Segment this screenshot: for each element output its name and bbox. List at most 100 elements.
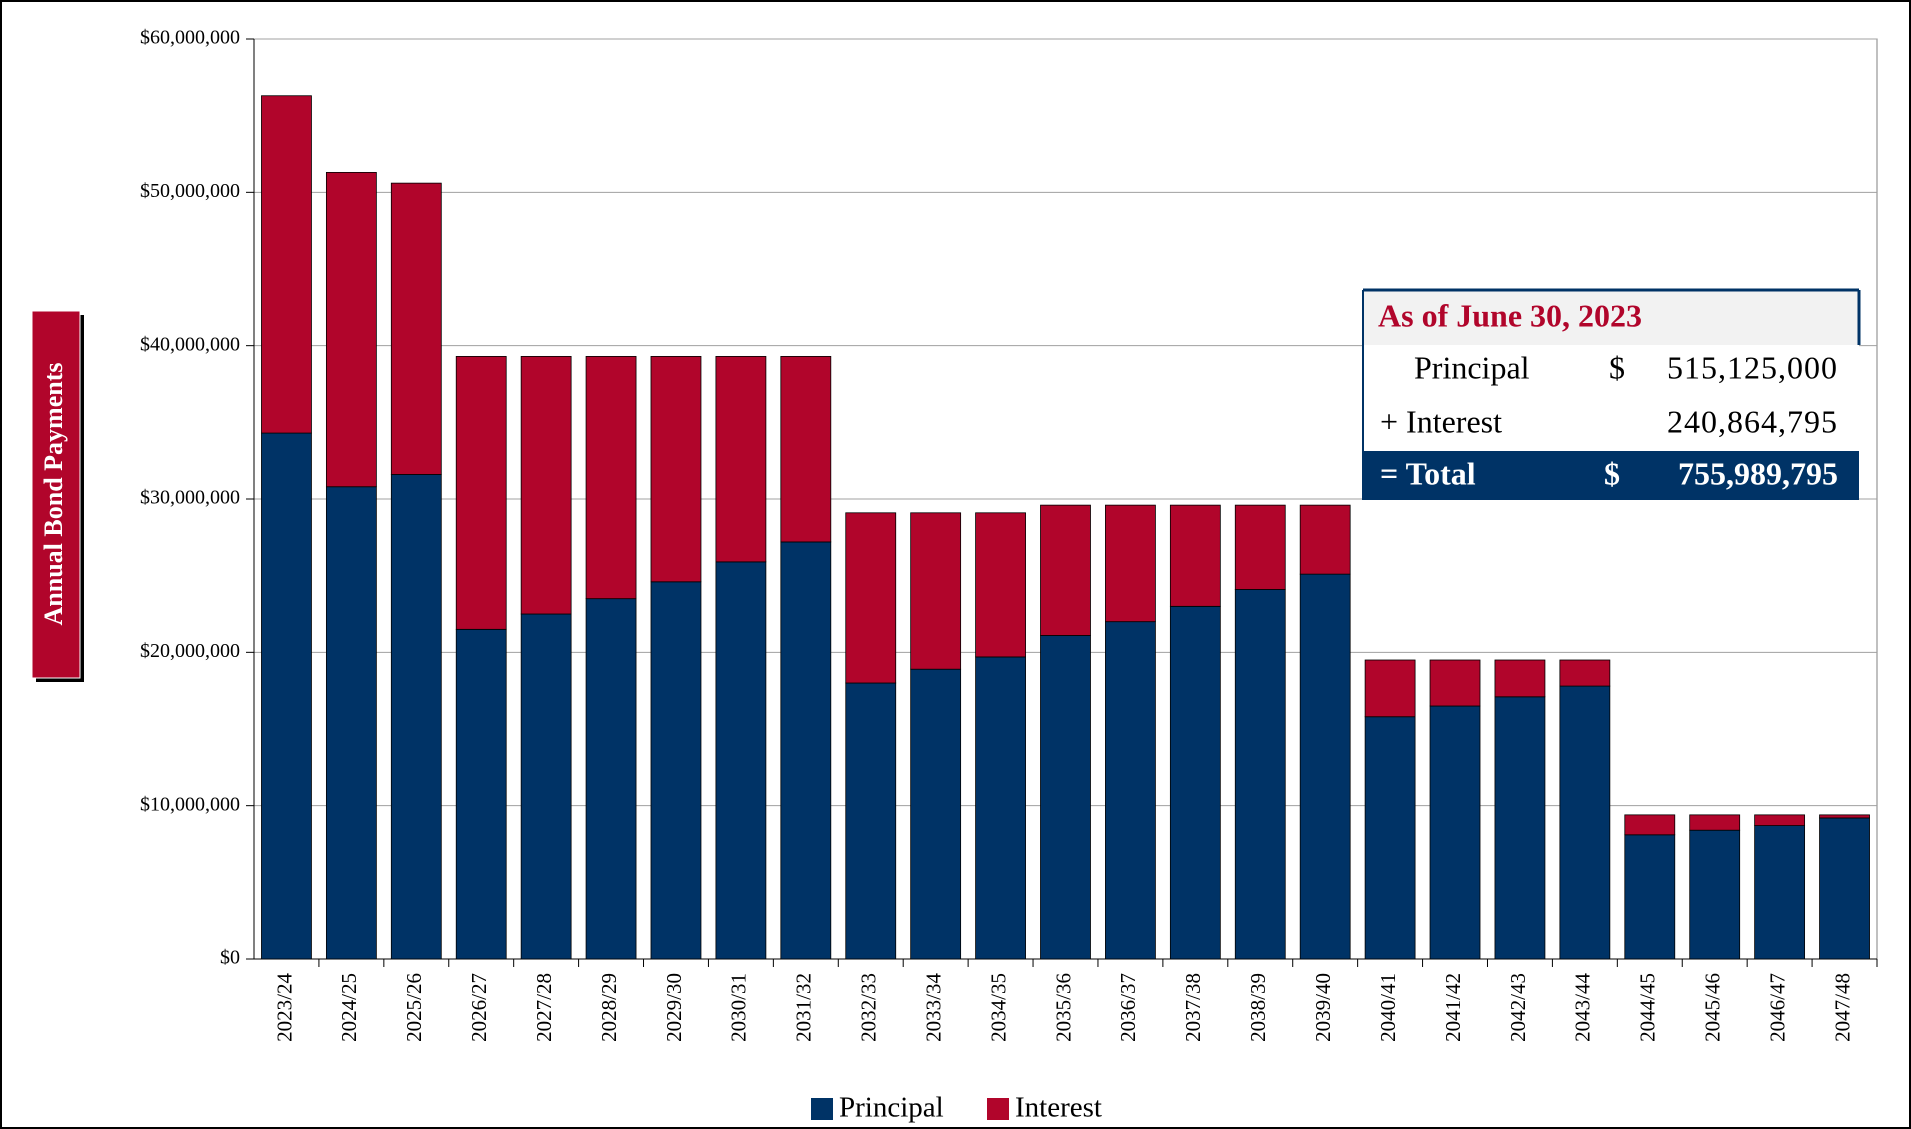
bar-segment xyxy=(520,355,572,615)
summary-amount: 240,864,795 xyxy=(1667,403,1838,439)
bar-segment xyxy=(455,628,507,960)
bar-segment xyxy=(1105,621,1156,960)
legend-label: Interest xyxy=(1015,1092,1102,1124)
bar-segment xyxy=(1754,814,1806,826)
x-tick-label: 2030/31 xyxy=(727,973,751,1042)
bar-segment xyxy=(1559,659,1611,687)
bar-segment xyxy=(650,355,702,583)
x-tick-label: 2027/28 xyxy=(532,973,556,1042)
bar-segment xyxy=(910,668,962,960)
bar-segment xyxy=(520,613,572,960)
summary-title: As of June 30, 2023 xyxy=(1378,297,1642,333)
plot: $0 $10,000,000 $20,000,000 $30,000,000 $40,0… xyxy=(140,27,1878,1120)
x-tick-label: 2032/33 xyxy=(857,973,881,1042)
y-tick-label: $0 xyxy=(220,947,240,969)
bar-segment xyxy=(1559,685,1611,960)
y-tick-label: $20,000,000 xyxy=(140,640,240,662)
bar-segment xyxy=(975,656,1026,960)
bar-segment xyxy=(1819,817,1870,960)
x-tick-label: 2023/24 xyxy=(272,973,296,1042)
x-tick-label: 2026/27 xyxy=(467,973,491,1042)
bar-segment xyxy=(1364,716,1416,960)
y-tick-label: $50,000,000 xyxy=(140,180,240,202)
legend-swatch xyxy=(811,1098,833,1120)
bar-segment xyxy=(325,486,377,960)
bar-segment xyxy=(325,171,377,488)
bar-segment xyxy=(585,355,637,600)
x-tick-label: 2031/32 xyxy=(792,973,816,1042)
bar-segment xyxy=(650,581,702,960)
bar-segment xyxy=(1234,589,1286,960)
bar-segment xyxy=(1624,834,1676,960)
bar-segment xyxy=(1040,504,1091,636)
x-tick-label: 2028/29 xyxy=(597,973,621,1042)
bar-segment xyxy=(585,598,637,960)
bar-segment xyxy=(975,512,1026,658)
bar-segment xyxy=(1364,659,1416,718)
bar-segment xyxy=(1299,573,1351,960)
summary-amount: 755,989,795 xyxy=(1678,455,1838,491)
y-tick-label: $10,000,000 xyxy=(140,793,240,815)
x-tick-label: 2042/43 xyxy=(1506,973,1530,1042)
x-tick-label: 2041/42 xyxy=(1441,973,1465,1042)
x-tick-label: 2024/25 xyxy=(337,973,361,1042)
bar-segment xyxy=(715,561,767,960)
x-tick-label: 2035/36 xyxy=(1051,973,1075,1042)
bar-segment xyxy=(1234,504,1286,590)
x-tick-label: 2040/41 xyxy=(1376,973,1400,1042)
bar-segment xyxy=(1169,504,1221,607)
y-tick-label: $40,000,000 xyxy=(140,333,240,355)
y-tick-label: $30,000,000 xyxy=(140,487,240,509)
summary-label: Principal xyxy=(1414,349,1530,385)
bar-segment xyxy=(1689,829,1741,960)
bar-segment xyxy=(715,355,767,563)
summary-amount: 515,125,000 xyxy=(1667,349,1838,385)
bar-segment xyxy=(1169,605,1221,960)
summary-label: + Interest xyxy=(1380,403,1502,439)
x-tick-label: 2029/30 xyxy=(662,973,686,1042)
x-tick-label: 2037/38 xyxy=(1181,973,1205,1042)
summary-currency: $ xyxy=(1609,349,1625,385)
bar-segment xyxy=(1754,825,1806,960)
summary-title-bg xyxy=(1363,290,1859,345)
bar-segment xyxy=(1429,705,1481,960)
bar-segment xyxy=(1819,814,1870,819)
x-tick-label: 2038/39 xyxy=(1246,973,1270,1042)
x-tick-label: 2025/26 xyxy=(402,973,426,1042)
bar-segment xyxy=(1429,659,1481,707)
bar-segment xyxy=(1040,635,1091,960)
bar-segment xyxy=(390,182,442,475)
x-tick-label: 2033/34 xyxy=(921,973,945,1042)
bar-segment xyxy=(845,512,897,684)
summary-currency: $ xyxy=(1604,455,1620,491)
bar-segment xyxy=(261,95,312,434)
x-tick-label: 2034/35 xyxy=(986,973,1010,1042)
x-tick-label: 2044/45 xyxy=(1636,973,1660,1042)
bar-segment xyxy=(1299,504,1351,575)
x-tick-label: 2043/44 xyxy=(1571,973,1595,1042)
bar-segment xyxy=(261,432,312,960)
x-tick-label: 2046/47 xyxy=(1765,973,1789,1042)
bar-segment xyxy=(390,474,442,960)
y-tick-label: $60,000,000 xyxy=(140,27,240,49)
summary-box: As of June 30, 2023 Principal $ 515,125,… xyxy=(1362,288,1861,500)
y-label-box xyxy=(31,310,81,679)
bar-segment xyxy=(1494,696,1546,960)
bar-segment xyxy=(910,512,962,670)
y-axis-label: Annual Bond Payments xyxy=(39,363,68,626)
bar-segment xyxy=(1624,814,1676,836)
x-tick-label: 2047/48 xyxy=(1830,973,1854,1042)
x-tick-label: 2045/46 xyxy=(1701,973,1725,1042)
bar-segment xyxy=(845,682,897,960)
bar-segment xyxy=(1105,504,1156,623)
bar-segment xyxy=(1494,659,1546,698)
bar-segment xyxy=(780,541,832,960)
x-tick-label: 2036/37 xyxy=(1116,973,1140,1042)
summary-label: = Total xyxy=(1380,455,1476,491)
legend-label: Principal xyxy=(839,1092,944,1124)
legend-swatch xyxy=(987,1098,1009,1120)
bar-segment xyxy=(455,355,507,630)
summary-total-bg xyxy=(1363,451,1859,500)
